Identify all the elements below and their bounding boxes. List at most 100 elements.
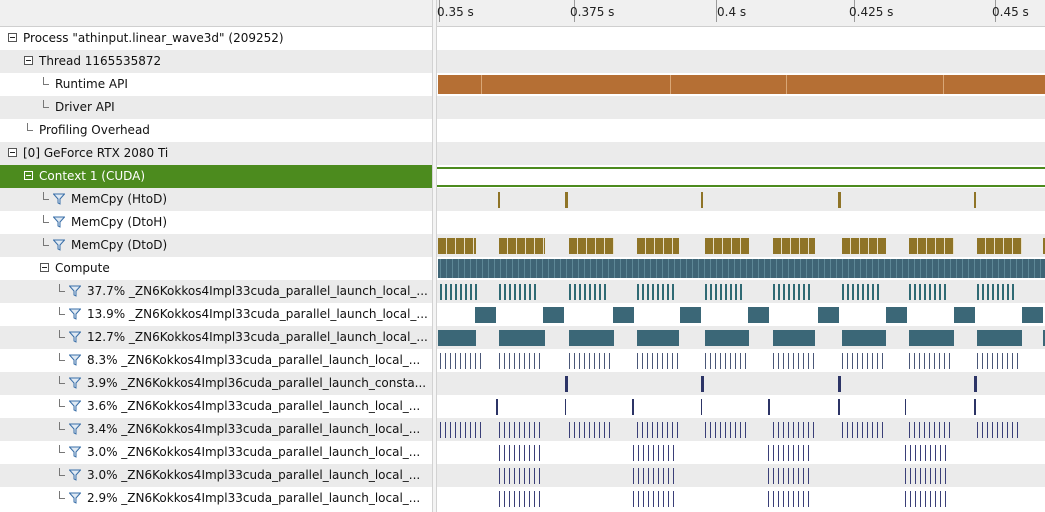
filter-icon[interactable] xyxy=(52,193,66,205)
kernel-3-0b-tick[interactable] xyxy=(808,468,809,484)
kernel-3-4-tick[interactable] xyxy=(924,422,925,438)
kernel-3-4-tick[interactable] xyxy=(914,422,915,438)
kernel-3-0b-tick[interactable] xyxy=(783,468,784,484)
tree-row-12-7-zn6kokkos4impl33cuda-parallel-launc[interactable]: 12.7% _ZN6Kokkos4Impl33cuda_parallel_lau… xyxy=(0,326,432,349)
tree-row-8-3-zn6kokkos4impl33cuda-parallel-launch[interactable]: 8.3% _ZN6Kokkos4Impl33cuda_parallel_laun… xyxy=(0,349,432,372)
kernel-3-4-tick[interactable] xyxy=(909,422,910,438)
kernel-37-7-tick[interactable] xyxy=(872,284,874,300)
kernel-8-3-tick[interactable] xyxy=(745,353,746,369)
kernel-3-4-tick[interactable] xyxy=(705,422,706,438)
kernel-3-4-tick[interactable] xyxy=(842,422,843,438)
kernel-37-7-tick[interactable] xyxy=(877,284,879,300)
kernel-3-4-tick[interactable] xyxy=(529,422,530,438)
kernel-8-3-tick[interactable] xyxy=(465,353,466,369)
kernel-13-9-block[interactable] xyxy=(680,307,701,323)
memcpy-dtod-block[interactable] xyxy=(773,238,815,254)
kernel-8-3-tick[interactable] xyxy=(949,353,950,369)
kernel-37-7-tick[interactable] xyxy=(524,284,526,300)
kernel-3-0b-tick[interactable] xyxy=(663,468,664,484)
kernel-3-0b-tick[interactable] xyxy=(514,468,515,484)
kernel-3-0a-tick[interactable] xyxy=(638,445,639,461)
kernel-3-0b-tick[interactable] xyxy=(915,468,916,484)
kernel-8-3-tick[interactable] xyxy=(440,353,441,369)
kernel-37-7-tick[interactable] xyxy=(569,284,571,300)
kernel-3-6-tick[interactable] xyxy=(905,399,906,415)
kernel-37-7-tick[interactable] xyxy=(460,284,462,300)
memcpy-dtod-block[interactable] xyxy=(977,238,1022,254)
kernel-3-4-tick[interactable] xyxy=(934,422,935,438)
kernel-37-7-tick[interactable] xyxy=(574,284,576,300)
kernel-8-3-tick[interactable] xyxy=(882,353,883,369)
kernel-3-0b-tick[interactable] xyxy=(524,468,525,484)
kernel-3-4-tick[interactable] xyxy=(877,422,878,438)
kernel-3-9-tick[interactable] xyxy=(838,376,841,392)
kernel-3-0b-tick[interactable] xyxy=(648,468,649,484)
kernel-2-9-tick[interactable] xyxy=(668,491,669,507)
kernel-3-0b-tick[interactable] xyxy=(945,468,946,484)
kernel-8-3-tick[interactable] xyxy=(857,353,858,369)
kernel-3-0a-tick[interactable] xyxy=(514,445,515,461)
kernel-3-4-tick[interactable] xyxy=(672,422,673,438)
kernel-8-3-tick[interactable] xyxy=(710,353,711,369)
kernel-3-4-tick[interactable] xyxy=(677,422,678,438)
kernel-2-9-tick[interactable] xyxy=(673,491,674,507)
kernel-3-0a-tick[interactable] xyxy=(539,445,540,461)
kernel-8-3-tick[interactable] xyxy=(783,353,784,369)
kernel-8-3-tick[interactable] xyxy=(499,353,500,369)
kernel-3-4-tick[interactable] xyxy=(599,422,600,438)
kernel-37-7-tick[interactable] xyxy=(982,284,984,300)
kernel-3-4-tick[interactable] xyxy=(539,422,540,438)
kernel-37-7-tick[interactable] xyxy=(445,284,447,300)
kernel-37-7-tick[interactable] xyxy=(647,284,649,300)
kernel-37-7-tick[interactable] xyxy=(642,284,644,300)
tree-row-memcpy-dtoh[interactable]: MemCpy (DtoH) xyxy=(0,211,432,234)
kernel-3-4-tick[interactable] xyxy=(778,422,779,438)
time-ruler[interactable]: 0.35 s 0.375 s 0.4 s 0.425 s 0.45 s xyxy=(437,0,1045,27)
kernel-37-7-tick[interactable] xyxy=(504,284,506,300)
tree-row-compute[interactable]: Compute xyxy=(0,257,432,280)
kernel-2-9-tick[interactable] xyxy=(514,491,515,507)
kernel-2-9-tick[interactable] xyxy=(509,491,510,507)
kernel-2-9-tick[interactable] xyxy=(925,491,926,507)
kernel-37-7-tick[interactable] xyxy=(944,284,946,300)
kernel-3-0a-tick[interactable] xyxy=(509,445,510,461)
kernel-2-9-tick[interactable] xyxy=(788,491,789,507)
kernel-3-4-tick[interactable] xyxy=(773,422,774,438)
kernel-8-3-tick[interactable] xyxy=(642,353,643,369)
kernel-12-7-block[interactable] xyxy=(842,330,886,346)
lane-thread-1165535872[interactable] xyxy=(437,50,1045,73)
kernel-37-7-tick[interactable] xyxy=(499,284,501,300)
kernel-37-7-tick[interactable] xyxy=(710,284,712,300)
kernel-8-3-tick[interactable] xyxy=(929,353,930,369)
kernel-3-6-tick[interactable] xyxy=(701,399,702,415)
kernel-3-0b-tick[interactable] xyxy=(925,468,926,484)
kernel-8-3-tick[interactable] xyxy=(1002,353,1003,369)
kernel-3-4-tick[interactable] xyxy=(929,422,930,438)
kernel-3-0b-tick[interactable] xyxy=(778,468,779,484)
memcpy-htod-mark[interactable] xyxy=(974,192,976,208)
kernel-8-3-tick[interactable] xyxy=(647,353,648,369)
kernel-37-7-tick[interactable] xyxy=(725,284,727,300)
tree-row-memcpy-htod[interactable]: MemCpy (HtoD) xyxy=(0,188,432,211)
kernel-3-4-tick[interactable] xyxy=(445,422,446,438)
kernel-3-4-tick[interactable] xyxy=(465,422,466,438)
kernel-2-9-tick[interactable] xyxy=(653,491,654,507)
kernel-8-3-tick[interactable] xyxy=(579,353,580,369)
kernel-3-0b-tick[interactable] xyxy=(905,468,906,484)
kernel-8-3-tick[interactable] xyxy=(667,353,668,369)
kernel-37-7-tick[interactable] xyxy=(842,284,844,300)
kernel-3-4-tick[interactable] xyxy=(642,422,643,438)
kernel-3-0a-tick[interactable] xyxy=(529,445,530,461)
kernel-37-7-tick[interactable] xyxy=(929,284,931,300)
kernel-8-3-tick[interactable] xyxy=(813,353,814,369)
kernel-8-3-tick[interactable] xyxy=(539,353,540,369)
kernel-3-4-tick[interactable] xyxy=(574,422,575,438)
kernel-3-0b-tick[interactable] xyxy=(793,468,794,484)
kernel-12-7-block[interactable] xyxy=(773,330,815,346)
collapse-icon[interactable] xyxy=(40,263,49,272)
kernel-3-4-tick[interactable] xyxy=(609,422,610,438)
kernel-8-3-tick[interactable] xyxy=(803,353,804,369)
kernel-3-4-tick[interactable] xyxy=(882,422,883,438)
kernel-3-4-tick[interactable] xyxy=(720,422,721,438)
kernel-12-7-block[interactable] xyxy=(1043,330,1045,346)
